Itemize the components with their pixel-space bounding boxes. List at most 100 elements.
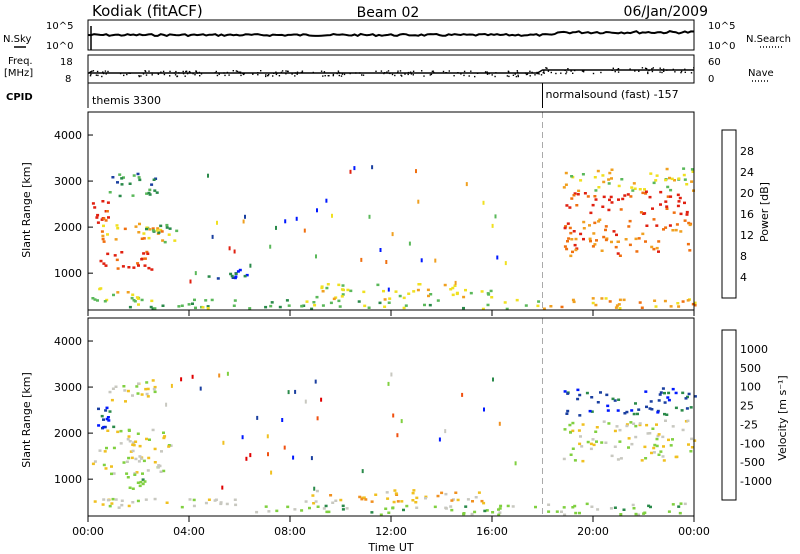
power-cell <box>376 283 380 287</box>
power-cell <box>167 233 171 236</box>
power-cell <box>138 222 141 226</box>
power-cell <box>593 176 597 179</box>
velocity-cell <box>131 501 135 504</box>
power-cell <box>161 239 165 242</box>
velocity-cell <box>595 440 598 443</box>
nave-dot <box>174 74 177 76</box>
velocity-cell <box>444 429 447 434</box>
power-cell <box>490 296 494 299</box>
power-cell <box>443 283 447 287</box>
power-cell <box>151 227 155 230</box>
velocity-cell <box>547 503 551 506</box>
velocity-cell <box>105 446 108 450</box>
velocity-cell <box>396 433 399 438</box>
velocity-cell <box>616 458 620 461</box>
power-cell <box>362 290 366 294</box>
velocity-cell <box>657 433 661 436</box>
power-cell <box>596 169 600 173</box>
power-cell <box>127 266 131 269</box>
power-cell <box>572 194 576 197</box>
velocity-cell <box>630 409 634 412</box>
velocity-cell <box>634 424 638 428</box>
velocity-cell <box>636 412 639 416</box>
velocity-cell <box>444 506 448 510</box>
velocity-cell <box>661 455 665 458</box>
power-cell <box>99 259 103 263</box>
power-cell <box>340 295 344 298</box>
station-title: Kodiak (fitACF) <box>92 2 203 20</box>
velocity-cell <box>571 506 575 509</box>
power-cell <box>564 171 568 175</box>
velocity-cell <box>563 428 567 431</box>
nave-dot <box>538 73 540 75</box>
freq-panel <box>87 54 695 84</box>
power-cell <box>494 214 497 219</box>
velocity-cell <box>534 505 537 509</box>
velocity-cell <box>674 406 678 410</box>
power-cell <box>341 293 345 296</box>
power-cell <box>617 303 621 306</box>
power-cell <box>116 291 120 294</box>
power-cell <box>313 304 317 307</box>
velocity-cell <box>145 381 149 384</box>
nave-dot <box>430 73 433 76</box>
velocity-cell <box>136 499 140 503</box>
velocity-ytick-2000: 2000 <box>54 427 82 440</box>
nave-dot <box>140 75 142 77</box>
velocity-cell <box>144 498 148 501</box>
velocity-cell <box>104 467 108 470</box>
power-cell <box>449 288 453 291</box>
nave-dot <box>617 71 620 73</box>
velocity-cell <box>142 459 146 463</box>
power-cell <box>570 238 574 241</box>
power-cell <box>407 292 411 295</box>
power-cell <box>690 168 694 171</box>
velocity-cell <box>661 387 665 390</box>
power-cell <box>683 201 686 205</box>
nave-dot <box>95 74 98 76</box>
velocity-cell <box>474 496 478 499</box>
nave-dot <box>525 73 528 76</box>
nave-dot <box>238 71 240 73</box>
velocity-cell <box>473 510 477 514</box>
velocity-cell <box>135 471 139 474</box>
velocity-cell <box>324 504 328 508</box>
velocity-cell <box>625 410 629 414</box>
velocity-cell <box>387 381 390 386</box>
power-cell <box>610 201 614 204</box>
power-cell <box>264 305 268 309</box>
velocity-cell <box>669 444 673 447</box>
colorbar-frame <box>721 329 737 501</box>
velocity-cell <box>444 492 448 496</box>
nsky-label: N.Sky <box>3 34 31 45</box>
velocity-colorbar-label: Velocity [m s⁻¹] <box>776 375 789 460</box>
power-cell <box>177 305 181 308</box>
power-cell <box>130 296 134 300</box>
power-cell <box>576 193 580 196</box>
power-cell <box>655 246 659 250</box>
velocity-cell <box>643 445 647 449</box>
freq-tick-top: 18 <box>60 57 73 68</box>
power-cell <box>120 183 124 186</box>
nave-dot <box>228 74 230 76</box>
velocity-cell <box>139 457 143 460</box>
nave-dot <box>407 73 409 76</box>
power-cell <box>96 299 99 302</box>
velocity-cell <box>192 498 196 502</box>
velocity-cell <box>114 385 118 388</box>
velocity-cell <box>649 505 652 509</box>
velocity-cell <box>316 505 320 508</box>
power-cell <box>687 221 691 225</box>
power-cell <box>207 173 209 178</box>
velocity-cell <box>585 391 589 395</box>
power-cell <box>417 283 421 286</box>
power-cell <box>116 181 119 184</box>
velocity-cell <box>663 412 666 416</box>
power-cell <box>586 195 590 198</box>
power-cell <box>685 183 689 186</box>
power-cell <box>614 306 618 309</box>
power-cell <box>302 304 306 307</box>
power-cell <box>107 216 110 219</box>
velocity-cell <box>581 459 585 463</box>
velocity-cell <box>569 453 573 456</box>
